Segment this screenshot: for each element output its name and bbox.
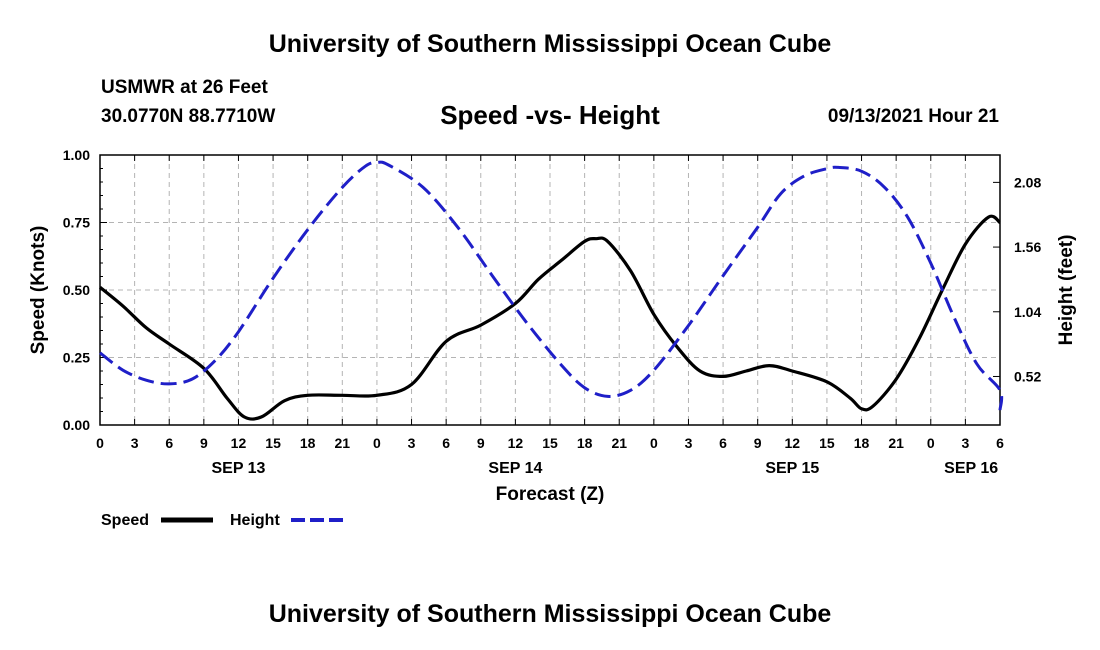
x-tick-label: 3	[131, 435, 139, 451]
x-tick-label: 21	[335, 435, 351, 451]
x-tick-label: 0	[373, 435, 381, 451]
x-tick-label: 0	[650, 435, 658, 451]
series-layer	[98, 160, 1004, 421]
x-tick-label: 6	[442, 435, 450, 451]
legend: Speed Height	[101, 512, 343, 529]
y-tick-label: 0.25	[63, 350, 90, 366]
y2-tick-label: 2.08	[1014, 174, 1041, 190]
y-tick-label: 0.75	[63, 215, 90, 231]
x-tick-label: 9	[754, 435, 762, 451]
series-line-height	[99, 160, 1004, 411]
x-tick-label: 21	[888, 435, 904, 451]
day-label: SEP 13	[211, 460, 265, 477]
plot-frame	[99, 154, 1001, 426]
x-tick-label: 6	[165, 435, 173, 451]
day-label: SEP 14	[488, 460, 542, 477]
x-tick-label: 6	[996, 435, 1004, 451]
x-tick-label: 15	[819, 435, 835, 451]
x-tick-label: 18	[577, 435, 593, 451]
x-tick-label: 6	[719, 435, 727, 451]
station-label: USMWR at 26 Feet	[101, 77, 268, 98]
x-tick-label: 3	[961, 435, 969, 451]
x-tick-label: 3	[685, 435, 693, 451]
y2-tick-label: 0.52	[1014, 368, 1041, 384]
y-axis-label: Speed (Knots)	[28, 226, 49, 355]
y2-tick-label: 1.56	[1014, 239, 1041, 255]
legend-height-label: Height	[230, 512, 280, 529]
x-tick-label: 12	[508, 435, 524, 451]
series-line-speed	[98, 214, 1001, 421]
x-axis-label: Forecast (Z)	[496, 484, 605, 505]
x-tick-label: 15	[265, 435, 281, 451]
y-tick-label: 0.50	[63, 282, 90, 298]
x-tick-label: 9	[477, 435, 485, 451]
x-tick-label: 21	[611, 435, 627, 451]
x-tick-label: 18	[854, 435, 870, 451]
x-tick-label: 12	[231, 435, 247, 451]
x-tick-label: 9	[200, 435, 208, 451]
day-label: SEP 15	[765, 460, 819, 477]
x-tick-label: 15	[542, 435, 558, 451]
axes-layer: 0 3 6 9 12 15 18 21 0 3 6 9 12 15 18 21 0 3 6 9 12 15 18 21 0 3 6 0…	[63, 147, 1042, 477]
x-tick-label: 18	[300, 435, 316, 451]
legend-speed-label: Speed	[101, 512, 149, 529]
y2-axis-label: Height (feet)	[1056, 235, 1077, 346]
station-coordinates: 30.0770N 88.7710W	[101, 106, 276, 127]
y-tick-label: 0.00	[63, 417, 90, 433]
x-tick-label: 3	[408, 435, 416, 451]
grid-layer	[100, 155, 1000, 425]
x-tick-label: 0	[96, 435, 104, 451]
forecast-datetime: 09/13/2021 Hour 21	[827, 106, 999, 127]
x-tick-label: 0	[927, 435, 935, 451]
chart-subtitle: Speed -vs- Height	[440, 100, 660, 130]
labels-layer: Forecast (Z) Speed (Knots) Height (feet)	[28, 226, 1077, 505]
footer-title: University of Southern Mississippi Ocean…	[268, 600, 832, 628]
chart-main-title: University of Southern Mississippi Ocean…	[268, 30, 832, 58]
y-tick-label: 1.00	[63, 147, 90, 163]
x-tick-label: 12	[785, 435, 801, 451]
day-label: SEP 16	[944, 460, 998, 477]
y2-tick-label: 1.04	[1014, 304, 1041, 320]
